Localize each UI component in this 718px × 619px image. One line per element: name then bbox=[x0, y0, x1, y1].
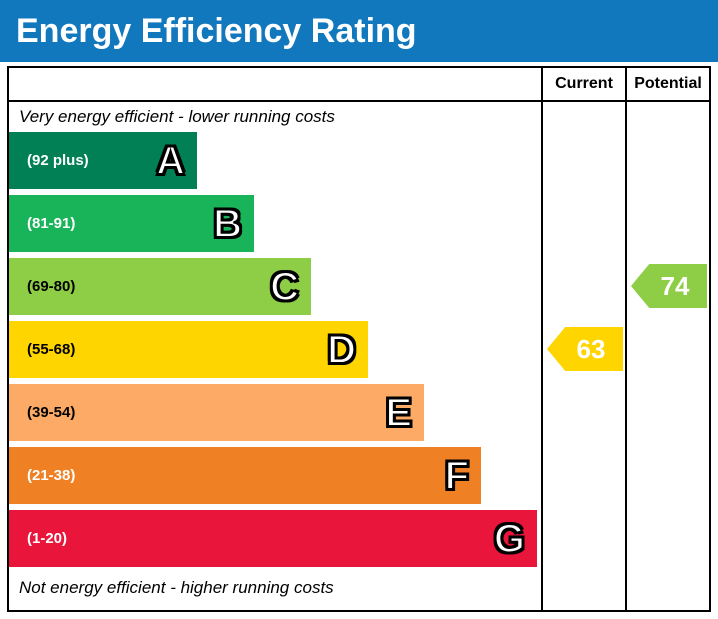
band-f: (21-38) F bbox=[9, 447, 481, 504]
band-letter: F bbox=[444, 453, 470, 498]
caption-top: Very energy efficient - lower running co… bbox=[19, 107, 335, 126]
band-g: (1-20) G bbox=[9, 510, 537, 567]
band-letter: E bbox=[384, 390, 413, 435]
potential-rating-arrow: 74 bbox=[631, 264, 707, 308]
header-spacer bbox=[9, 68, 541, 102]
band-d: (55-68) D bbox=[9, 321, 368, 378]
band-c: (69-80) C bbox=[9, 258, 311, 315]
current-column: 63 bbox=[541, 102, 625, 610]
band-letter: C bbox=[269, 264, 300, 309]
potential-column: 74 bbox=[625, 102, 709, 610]
epc-chart: Current Potential Very energy efficient … bbox=[7, 66, 711, 612]
band-letter: B bbox=[212, 201, 243, 246]
band-range-label: (81-91) bbox=[27, 215, 76, 232]
current-rating-value: 63 bbox=[576, 333, 606, 364]
potential-column-header: Potential bbox=[625, 68, 709, 102]
band-letter: G bbox=[493, 516, 526, 561]
potential-rating-value: 74 bbox=[660, 270, 690, 301]
bands-area: Very energy efficient - lower running co… bbox=[9, 102, 541, 610]
band-e: (39-54) E bbox=[9, 384, 424, 441]
band-range-label: (21-38) bbox=[27, 467, 76, 484]
band-range-label: (1-20) bbox=[27, 530, 68, 547]
band-range-label: (92 plus) bbox=[27, 152, 89, 169]
band-letter: D bbox=[326, 327, 357, 372]
band-letter: A bbox=[155, 138, 186, 183]
band-b: (81-91) B bbox=[9, 195, 254, 252]
band-a: (92 plus) A bbox=[9, 132, 197, 189]
band-range-label: (55-68) bbox=[27, 341, 76, 358]
band-range-label: (69-80) bbox=[27, 278, 76, 295]
page-title: Energy Efficiency Rating bbox=[16, 11, 417, 50]
caption-bottom: Not energy efficient - higher running co… bbox=[19, 578, 334, 597]
band-range-label: (39-54) bbox=[27, 404, 76, 421]
current-rating-arrow: 63 bbox=[547, 327, 623, 371]
current-column-header: Current bbox=[541, 68, 625, 102]
title-bar: Energy Efficiency Rating bbox=[0, 0, 718, 62]
